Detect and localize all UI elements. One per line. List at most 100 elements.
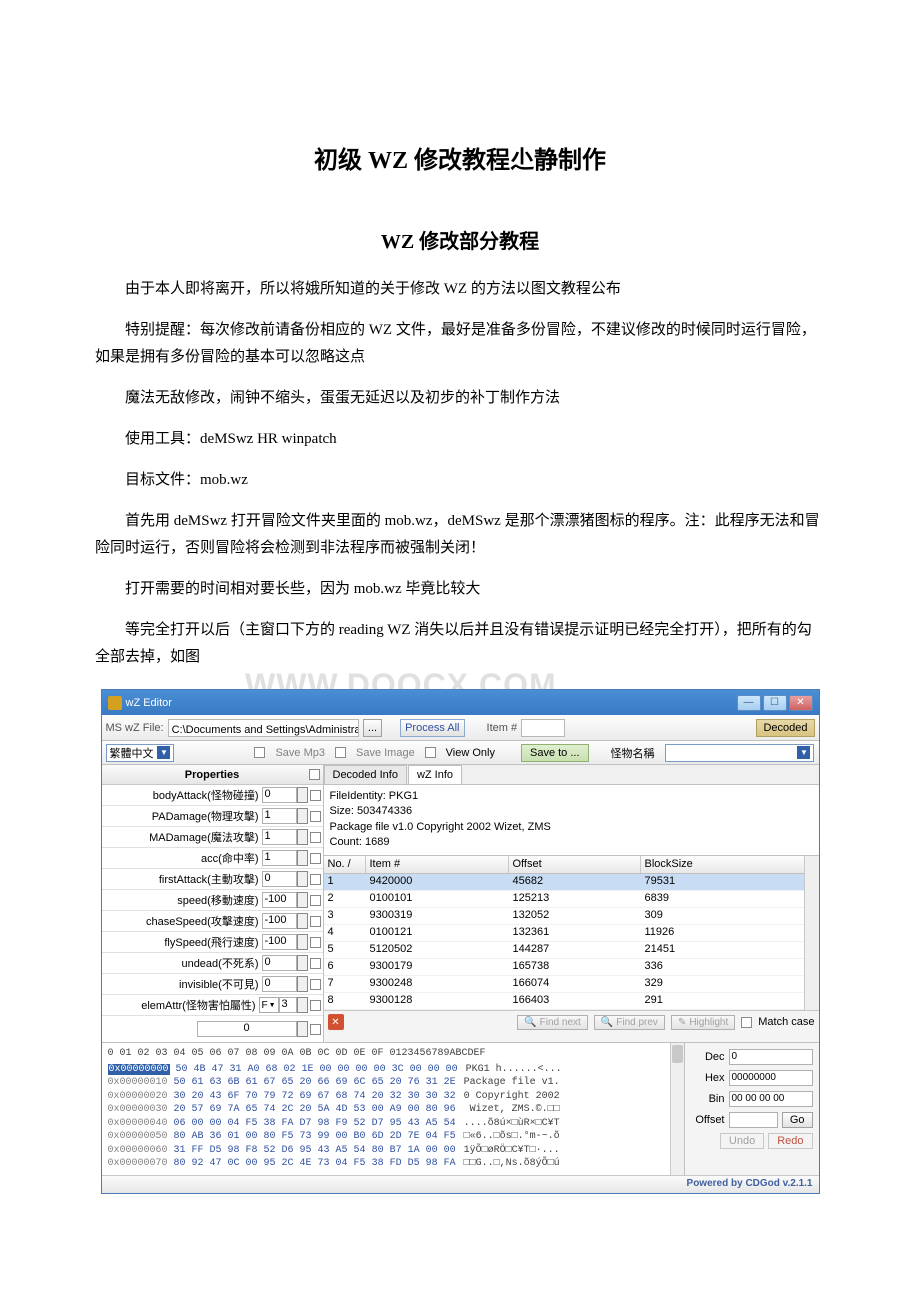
table-scrollbar[interactable] xyxy=(804,856,819,1010)
prop-spinner[interactable] xyxy=(297,955,308,971)
prop-checkbox[interactable] xyxy=(310,916,321,927)
elem-attr-dropdown[interactable]: F▼ xyxy=(259,997,279,1013)
table-row[interactable]: 194200004568279531 xyxy=(324,874,819,891)
close-button[interactable]: ✕ xyxy=(789,695,813,711)
app-icon xyxy=(108,696,122,710)
find-close-icon[interactable]: ✕ xyxy=(328,1014,344,1030)
prop-value[interactable]: 1 xyxy=(262,808,297,824)
elem-attr-check[interactable] xyxy=(310,1000,321,1011)
browse-button[interactable]: ... xyxy=(363,719,382,737)
prop-spinner[interactable] xyxy=(297,913,308,929)
col-offset[interactable]: Offset xyxy=(509,856,641,873)
info-line: Package file v1.0 Copyright 2002 Wizet, … xyxy=(330,820,813,835)
minimize-button[interactable]: — xyxy=(737,695,761,711)
prop-spinner[interactable] xyxy=(297,934,308,950)
tab-wz-info[interactable]: wZ Info xyxy=(408,765,462,784)
prop-checkbox[interactable] xyxy=(310,853,321,864)
hex-row: 0x00000040 06 00 00 04 F5 38 FA D7 98 F9… xyxy=(108,1117,664,1131)
prop-value[interactable]: -100 xyxy=(262,913,297,929)
hex-row: 0x00000010 50 61 63 6B 61 67 65 20 66 69… xyxy=(108,1076,664,1090)
prop-checkbox[interactable] xyxy=(310,790,321,801)
monster-name-label: 怪物名稱 xyxy=(611,745,655,761)
save-image-checkbox[interactable] xyxy=(335,747,346,758)
redo-button[interactable]: Redo xyxy=(768,1133,812,1149)
property-row: invisible(不可見) 0 xyxy=(102,974,323,995)
prop-label: undead(不死系) xyxy=(102,955,262,971)
col-no[interactable]: No. / xyxy=(324,856,366,873)
language-dropdown[interactable]: 繁體中文 ▼ xyxy=(106,744,175,762)
elem-attr-value[interactable]: 3 xyxy=(279,997,297,1013)
hex-input[interactable]: 00000000 xyxy=(729,1070,813,1086)
bottom-value-row: 0 xyxy=(102,1016,323,1042)
table-row[interactable]: 79300248166074329 xyxy=(324,976,819,993)
hex-row: 0x00000000 50 4B 47 31 A0 68 02 1E 00 00… xyxy=(108,1063,664,1077)
elem-attr-spinner[interactable] xyxy=(297,997,308,1013)
undo-button[interactable]: Undo xyxy=(720,1133,764,1149)
prop-checkbox[interactable] xyxy=(310,874,321,885)
prop-checkbox[interactable] xyxy=(310,958,321,969)
prop-value[interactable]: 0 xyxy=(262,871,297,887)
info-box: FileIdentity: PKG1 Size: 503474336 Packa… xyxy=(324,785,819,856)
prop-spinner[interactable] xyxy=(297,871,308,887)
table-row[interactable]: 69300179165738336 xyxy=(324,959,819,976)
save-mp3-checkbox[interactable] xyxy=(254,747,265,758)
prop-label: chaseSpeed(攻擊速度) xyxy=(102,913,262,929)
hex-scrollbar[interactable] xyxy=(670,1043,684,1175)
prop-value[interactable]: 0 xyxy=(262,976,297,992)
item-num-label: Item # xyxy=(487,722,518,734)
table-row[interactable]: 5512050214428721451 xyxy=(324,942,819,959)
prop-spinner[interactable] xyxy=(297,808,308,824)
table-row[interactable]: 89300128166403291 xyxy=(324,993,819,1010)
prop-value[interactable]: 0 xyxy=(262,787,297,803)
monster-name-dropdown[interactable]: ▼ xyxy=(665,744,815,762)
process-all-button[interactable]: Process All xyxy=(400,719,464,737)
prop-label: acc(命中率) xyxy=(102,850,262,866)
save-to-button[interactable]: Save to ... xyxy=(521,744,589,762)
match-case-checkbox[interactable] xyxy=(741,1017,752,1028)
prop-checkbox[interactable] xyxy=(310,895,321,906)
table-row[interactable]: 4010012113236111926 xyxy=(324,925,819,942)
prop-checkbox[interactable] xyxy=(310,811,321,822)
dec-label: Dec xyxy=(691,1051,725,1063)
prop-spinner[interactable] xyxy=(297,829,308,845)
app-title: wZ Editor xyxy=(126,697,172,709)
para-1: 由于本人即将离开，所以将娥所知道的关于修改 WZ 的方法以图文教程公布 xyxy=(95,276,825,303)
table-row[interactable]: 39300319132052309 xyxy=(324,908,819,925)
panel-toggle[interactable] xyxy=(309,769,320,780)
chevron-down-icon: ▼ xyxy=(157,746,170,759)
table-row[interactable]: 201001011252136839 xyxy=(324,891,819,908)
hex-dump[interactable]: 0 01 02 03 04 05 06 07 08 09 0A 0B 0C 0D… xyxy=(102,1043,670,1175)
prop-spinner[interactable] xyxy=(297,976,308,992)
offset-input[interactable] xyxy=(729,1112,778,1128)
doc-title: 初级 WZ 修改教程尐静制作 xyxy=(95,140,825,175)
find-next-button[interactable]: 🔍 Find next xyxy=(517,1015,588,1030)
go-button[interactable]: Go xyxy=(782,1112,813,1128)
prop-value[interactable]: -100 xyxy=(262,934,297,950)
highlight-button[interactable]: ✎ Highlight xyxy=(671,1015,735,1030)
prop-spinner[interactable] xyxy=(297,892,308,908)
prop-checkbox[interactable] xyxy=(310,979,321,990)
col-item[interactable]: Item # xyxy=(366,856,509,873)
item-num-input[interactable] xyxy=(521,719,565,737)
properties-header: Properties xyxy=(102,765,323,785)
tab-decoded-info[interactable]: Decoded Info xyxy=(324,765,407,784)
prop-checkbox[interactable] xyxy=(310,937,321,948)
find-bar: ✕ 🔍 Find next 🔍 Find prev ✎ Highlight Ma… xyxy=(324,1010,819,1034)
prop-value[interactable]: 1 xyxy=(262,850,297,866)
col-block[interactable]: BlockSize xyxy=(641,856,819,873)
maximize-button[interactable]: ☐ xyxy=(763,695,787,711)
prop-value[interactable]: 1 xyxy=(262,829,297,845)
prop-value[interactable]: -100 xyxy=(262,892,297,908)
prop-checkbox[interactable] xyxy=(310,832,321,843)
view-only-checkbox[interactable] xyxy=(425,747,436,758)
find-prev-button[interactable]: 🔍 Find prev xyxy=(594,1015,665,1030)
bin-input[interactable]: 00 00 00 00 xyxy=(729,1091,813,1107)
bottom-value[interactable]: 0 xyxy=(197,1021,297,1037)
bottom-check[interactable] xyxy=(310,1024,321,1035)
prop-spinner[interactable] xyxy=(297,787,308,803)
dec-input[interactable]: 0 xyxy=(729,1049,813,1065)
prop-value[interactable]: 0 xyxy=(262,955,297,971)
bottom-spinner[interactable] xyxy=(297,1021,308,1037)
prop-spinner[interactable] xyxy=(297,850,308,866)
file-path-input[interactable]: C:\Documents and Settings\Administrator\… xyxy=(168,719,359,737)
